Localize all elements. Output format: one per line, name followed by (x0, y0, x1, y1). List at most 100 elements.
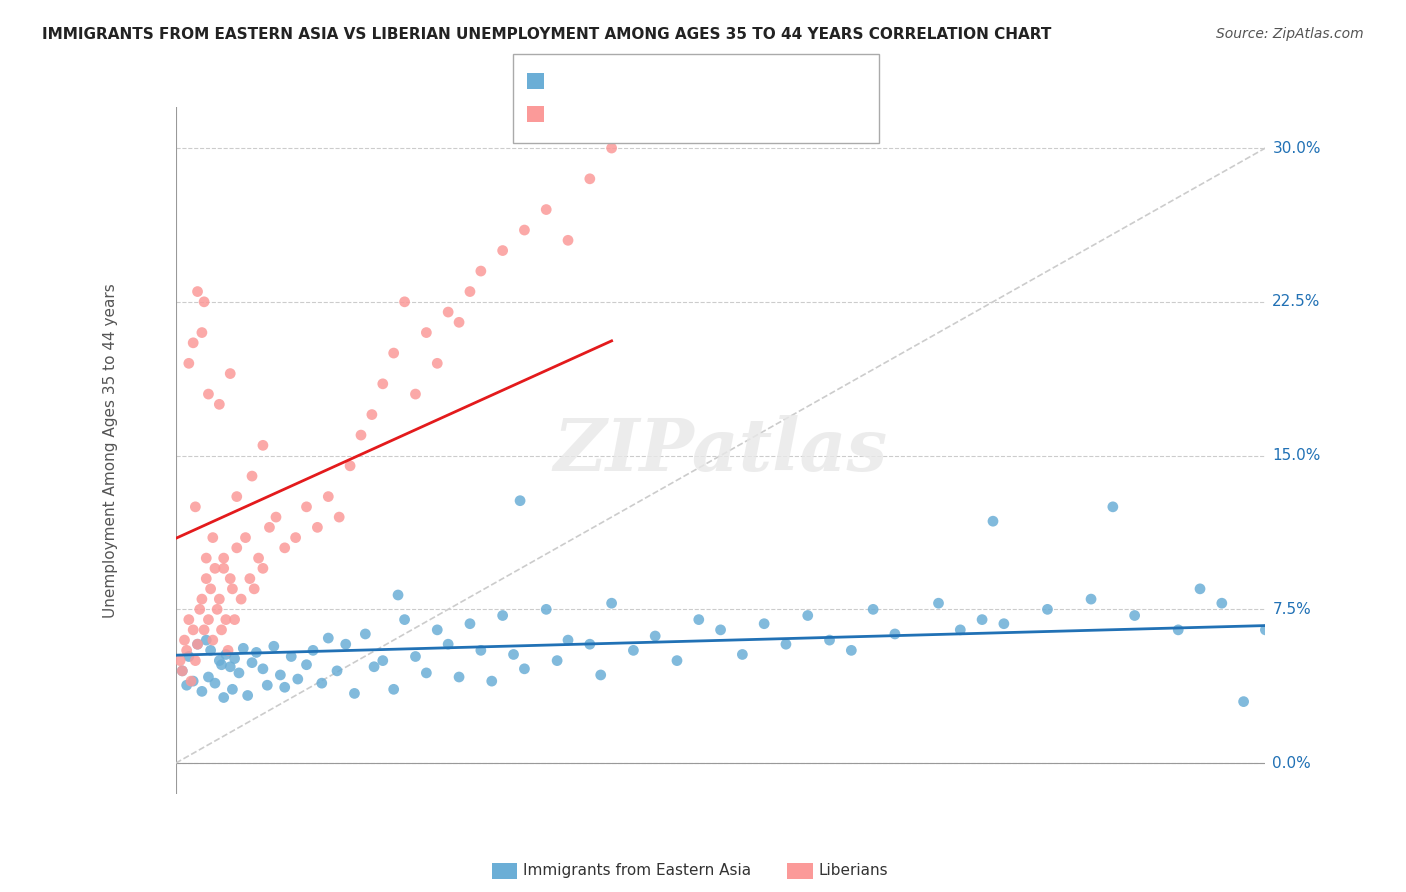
Point (502, 648, 524, 662)
Point (186, 285, 209, 299)
Point (1167, 623, 1189, 637)
Text: ZIPatlas: ZIPatlas (554, 415, 887, 486)
Point (1233, 695, 1256, 709)
Text: IMMIGRANTS FROM EASTERN ASIA VS LIBERIAN UNEMPLOYMENT AMONG AGES 35 TO 44 YEARS : IMMIGRANTS FROM EASTERN ASIA VS LIBERIAN… (42, 27, 1052, 42)
Point (197, 613, 219, 627)
Point (245, 645, 267, 659)
Point (193, 294, 215, 309)
Point (993, 616, 1015, 631)
Point (219, 572, 242, 586)
Point (208, 654, 231, 668)
Point (513, 223, 536, 237)
Text: Source: ZipAtlas.com: Source: ZipAtlas.com (1216, 27, 1364, 41)
Point (264, 510, 287, 524)
Point (176, 678, 198, 692)
Point (240, 656, 263, 670)
Point (513, 662, 536, 676)
Text: 0.0%: 0.0% (1272, 756, 1310, 771)
Point (231, 592, 253, 607)
Point (710, 623, 733, 637)
Point (666, 654, 689, 668)
Point (243, 582, 266, 596)
Point (981, 514, 1004, 528)
Text: Immigrants from Eastern Asia: Immigrants from Eastern Asia (523, 863, 751, 878)
Text: 22.5%: 22.5% (1272, 294, 1320, 310)
Point (205, 602, 228, 616)
Point (252, 662, 274, 676)
Point (382, 682, 405, 697)
Point (177, 649, 200, 664)
Point (557, 233, 579, 247)
Text: 30.0%: 30.0% (1272, 141, 1320, 155)
Point (256, 678, 278, 692)
Point (1036, 602, 1059, 616)
Point (862, 602, 884, 616)
Point (217, 643, 239, 657)
Point (426, 356, 449, 370)
Point (224, 651, 246, 665)
Point (221, 582, 243, 596)
Point (371, 654, 394, 668)
Point (361, 408, 384, 422)
Point (173, 633, 195, 648)
Point (201, 633, 224, 648)
Point (841, 643, 863, 657)
Point (201, 531, 224, 545)
Point (274, 541, 297, 555)
Point (177, 356, 200, 370)
Point (307, 520, 329, 534)
Point (534, 202, 557, 217)
Point (240, 469, 263, 483)
Point (371, 376, 394, 391)
Point (228, 665, 250, 680)
Point (470, 264, 492, 278)
Point (180, 674, 202, 689)
Point (200, 643, 222, 657)
Point (1189, 582, 1212, 596)
Point (343, 686, 366, 700)
Point (208, 592, 231, 607)
Point (181, 335, 204, 350)
Point (311, 676, 333, 690)
Point (589, 668, 612, 682)
Point (172, 664, 194, 678)
Point (1211, 596, 1233, 610)
Point (387, 588, 409, 602)
Point (211, 657, 233, 672)
Point (350, 428, 373, 442)
Point (169, 654, 191, 668)
Point (1102, 500, 1125, 514)
Point (335, 637, 357, 651)
Text: R = 0.366   N = 75: R = 0.366 N = 75 (541, 106, 686, 120)
Point (259, 520, 281, 534)
Point (263, 640, 285, 654)
Point (211, 623, 233, 637)
Point (204, 561, 226, 575)
Point (197, 670, 219, 684)
Point (236, 689, 259, 703)
Point (200, 582, 222, 596)
Point (492, 608, 515, 623)
Point (600, 141, 623, 155)
Point (447, 315, 470, 329)
Point (363, 659, 385, 673)
Point (184, 500, 207, 514)
Point (252, 438, 274, 452)
Point (688, 613, 710, 627)
Point (621, 643, 644, 657)
Point (212, 690, 235, 705)
Point (354, 627, 377, 641)
Point (328, 510, 350, 524)
Point (382, 346, 405, 360)
Point (302, 643, 325, 657)
Point (295, 500, 318, 514)
Point (326, 664, 349, 678)
Point (215, 648, 238, 662)
Point (318, 631, 340, 645)
Text: 7.5%: 7.5% (1272, 602, 1310, 617)
Point (280, 649, 302, 664)
Point (284, 531, 307, 545)
Point (1123, 608, 1146, 623)
Point (1080, 592, 1102, 607)
Point (415, 326, 437, 340)
